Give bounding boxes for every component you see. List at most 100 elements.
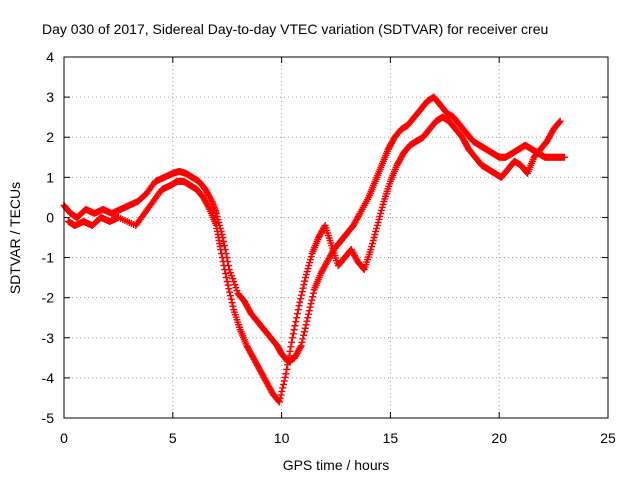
data-point	[297, 291, 305, 299]
x-tick-label: 0	[60, 430, 68, 446]
data-point	[298, 338, 306, 346]
data-point	[226, 292, 234, 300]
data-point	[309, 289, 317, 297]
data-point	[301, 277, 309, 285]
series-trace-lower	[64, 113, 564, 406]
data-point	[217, 250, 225, 258]
y-axis-title: SDTVAR / TECUs	[7, 182, 23, 294]
y-tick-label: 3	[46, 89, 54, 105]
data-point	[300, 328, 308, 336]
x-axis-title: GPS time / hours	[283, 457, 390, 473]
data-point	[223, 278, 231, 286]
data-point	[300, 281, 308, 289]
data-point	[320, 223, 328, 231]
data-point	[296, 343, 304, 351]
data-point	[220, 242, 228, 250]
data-point	[285, 352, 293, 360]
data-point	[305, 307, 313, 315]
data-point	[288, 338, 296, 346]
data-point	[225, 285, 233, 293]
y-tick-label: -2	[42, 290, 55, 306]
data-point	[284, 356, 292, 364]
data-point	[222, 274, 230, 282]
data-point	[302, 321, 310, 329]
data-point	[278, 387, 286, 395]
data-point	[283, 365, 291, 373]
data-point	[292, 318, 300, 326]
data-point	[303, 317, 311, 325]
data-point	[297, 342, 305, 350]
data-point	[299, 335, 307, 343]
data-point	[220, 262, 228, 270]
data-point	[560, 153, 568, 161]
data-point	[228, 299, 236, 307]
data-point	[355, 211, 363, 219]
data-point	[287, 343, 295, 351]
data-point	[277, 391, 285, 399]
data-point	[219, 258, 227, 266]
data-point	[218, 254, 226, 262]
data-point	[556, 117, 564, 125]
y-tick-label: -3	[42, 330, 55, 346]
data-point	[293, 310, 301, 318]
data-point	[286, 347, 294, 355]
data-point	[205, 204, 213, 212]
grid-lines	[64, 57, 608, 418]
data-point	[284, 361, 292, 369]
data-point	[222, 270, 230, 278]
data-point	[281, 373, 289, 381]
data-point	[304, 314, 312, 322]
y-tick-label: 1	[46, 169, 54, 185]
data-point	[217, 246, 225, 254]
data-point	[275, 398, 283, 406]
y-tick-label: 4	[46, 49, 54, 65]
data-point	[220, 238, 228, 246]
data-point	[290, 326, 298, 334]
y-tick-label: 2	[46, 129, 54, 145]
y-tick-label: -1	[42, 250, 55, 266]
x-tick-label: 15	[383, 430, 399, 446]
data-point	[295, 302, 303, 310]
series-trace-upper	[60, 93, 568, 366]
chart-title: Day 030 of 2017, Sidereal Day-to-day VTE…	[42, 21, 548, 37]
data-point	[282, 370, 290, 378]
data-point	[227, 295, 235, 303]
y-tick-label: -4	[42, 370, 55, 386]
data-point	[226, 288, 234, 296]
data-point	[280, 380, 288, 388]
data-point	[294, 306, 302, 314]
data-point	[224, 281, 232, 289]
data-point	[307, 300, 315, 308]
data-point	[291, 322, 299, 330]
data-point	[288, 334, 296, 342]
data-point	[276, 394, 284, 402]
data-point	[280, 377, 288, 385]
data-point	[293, 314, 301, 322]
data-point	[298, 288, 306, 296]
y-tick-label: 0	[46, 209, 54, 225]
data-point	[297, 295, 305, 303]
y-tick-label: -5	[42, 410, 55, 426]
data-point	[301, 324, 309, 332]
data-point	[359, 265, 367, 273]
data-point	[289, 330, 297, 338]
data-point	[296, 298, 304, 306]
data-point	[555, 118, 563, 126]
data-point	[279, 384, 287, 392]
data-point	[309, 293, 317, 301]
x-tick-label: 5	[169, 430, 177, 446]
data-point	[305, 310, 313, 318]
data-point	[306, 303, 314, 311]
x-tick-label: 10	[274, 430, 290, 446]
data-point	[221, 266, 229, 274]
data-point	[300, 331, 308, 339]
data-points	[60, 93, 568, 406]
axis-ticks: 0 5 10 15 20 25 -5 -4 -3 -2 -1 0 1 2 3 4	[42, 49, 616, 446]
x-tick-label: 20	[491, 430, 507, 446]
data-point	[299, 284, 307, 292]
data-point	[308, 296, 316, 304]
data-point	[229, 302, 237, 310]
x-tick-label: 25	[600, 430, 616, 446]
plot-frame	[63, 56, 609, 419]
